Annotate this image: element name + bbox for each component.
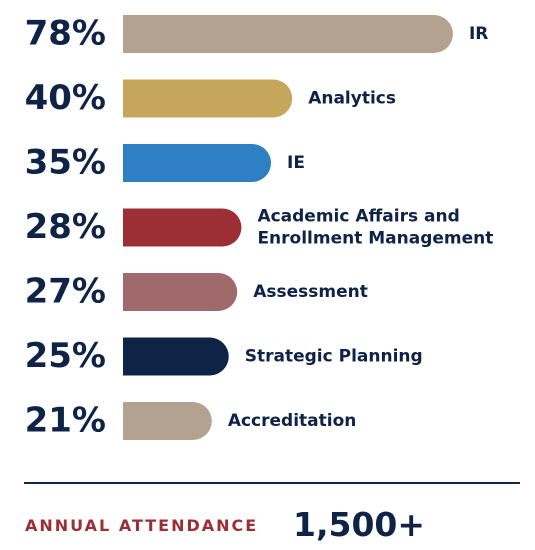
value-label-ie: 35%: [25, 143, 106, 183]
annual-attendance-label: ANNUAL ATTENDANCE: [25, 516, 259, 535]
category-label-academic-affairs-and-enrollment-management: Academic Affairs and Enrollment Managemen…: [257, 207, 493, 249]
category-label-assessment: Assessment: [253, 282, 368, 302]
bar-accreditation: [123, 402, 212, 440]
category-label-strategic-planning: Strategic Planning: [245, 347, 423, 367]
bar-academic-affairs-and-enrollment-management: [123, 208, 242, 247]
value-label-accreditation: 21%: [25, 401, 106, 441]
category-label-accreditation: Accreditation: [228, 411, 357, 431]
category-label-analytics: Analytics: [308, 89, 396, 109]
value-label-analytics: 40%: [25, 78, 106, 118]
value-label-academic-affairs-and-enrollment-management: 28%: [25, 207, 106, 247]
bar-strategic-planning: [123, 337, 229, 376]
bar-assessment: [123, 273, 238, 311]
category-label-ir: IR: [469, 24, 488, 44]
value-label-ir: 78%: [25, 14, 106, 54]
divider-line: [24, 482, 520, 484]
bar-analytics: [123, 79, 293, 118]
value-label-assessment: 27%: [25, 272, 106, 312]
bar-ie: [123, 144, 272, 182]
annual-attendance-value: 1,500+: [293, 505, 426, 544]
value-label-strategic-planning: 25%: [25, 336, 106, 376]
bar-ir: [123, 15, 453, 53]
category-label-ie: IE: [287, 153, 305, 173]
horizontal-bar-chart: 78% IR 40% Analytics 35% IE 28% Academic Affair…: [25, 14, 494, 441]
